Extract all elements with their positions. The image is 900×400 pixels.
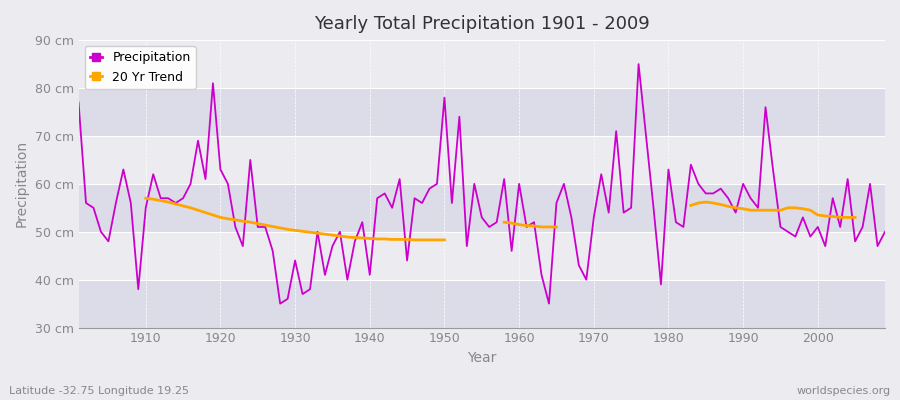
X-axis label: Year: Year (467, 351, 497, 365)
Bar (78, 184, 885, 232)
Bar (78, 232, 885, 280)
Bar (78, 136, 885, 184)
Bar (78, 280, 885, 328)
Title: Yearly Total Precipitation 1901 - 2009: Yearly Total Precipitation 1901 - 2009 (314, 15, 650, 33)
Text: worldspecies.org: worldspecies.org (796, 386, 891, 396)
Bar (78, 88, 885, 136)
Text: Latitude -32.75 Longitude 19.25: Latitude -32.75 Longitude 19.25 (9, 386, 189, 396)
Bar (78, 40, 885, 88)
Y-axis label: Precipitation: Precipitation (15, 140, 29, 228)
Legend: Precipitation, 20 Yr Trend: Precipitation, 20 Yr Trend (85, 46, 195, 89)
